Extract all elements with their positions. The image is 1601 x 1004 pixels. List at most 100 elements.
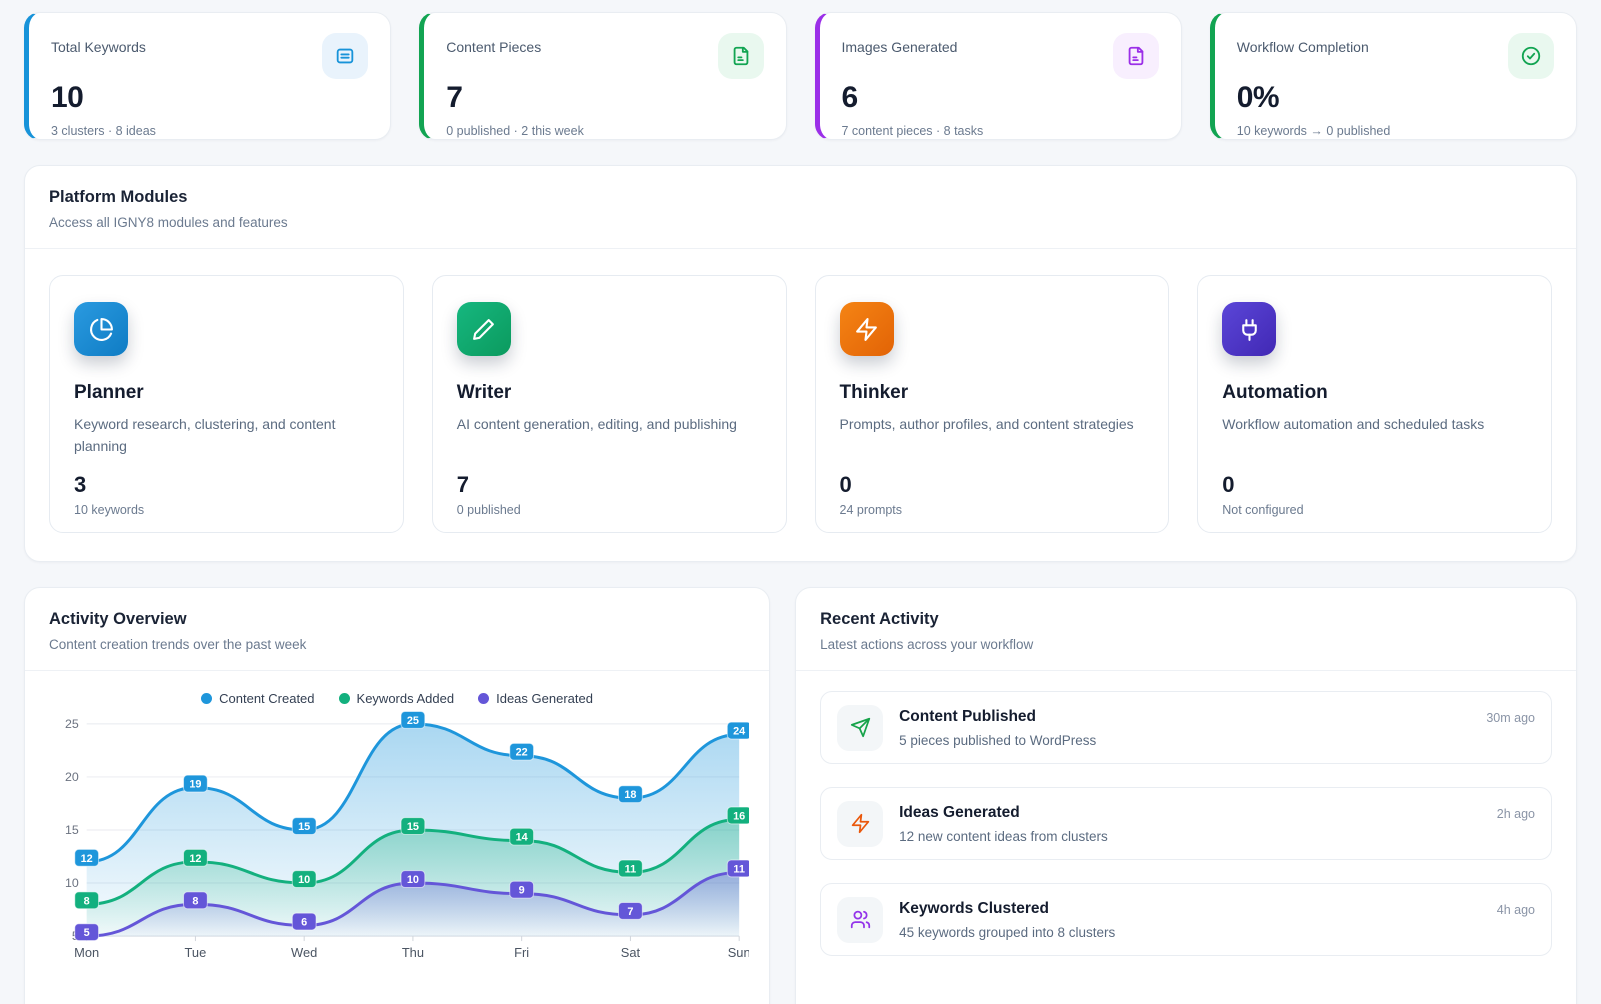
chart-area: Content Created Keywords Added Ideas Gen… <box>25 671 769 970</box>
module-name: Planner <box>74 382 144 403</box>
svg-text:10: 10 <box>407 874 419 886</box>
activity-timestamp: 2h ago <box>1496 807 1535 821</box>
panel-title: Recent Activity <box>820 610 939 628</box>
pencil-icon <box>456 302 511 356</box>
svg-text:10: 10 <box>298 874 310 886</box>
module-description: Workflow automation and scheduled tasks <box>1222 416 1485 432</box>
send-icon <box>837 704 884 751</box>
svg-text:Sat: Sat <box>621 945 641 960</box>
svg-text:11: 11 <box>625 863 637 875</box>
divider <box>796 670 1576 671</box>
activity-description: 45 keywords grouped into 8 clusters <box>899 924 1116 940</box>
legend-dot <box>201 693 213 704</box>
stat-subtitle: 10 keywords → 0 published <box>1236 124 1391 138</box>
svg-text:15: 15 <box>65 823 79 837</box>
module-value: 3 <box>74 472 87 497</box>
activity-item-keywords-clustered: Keywords Clustered 45 keywords grouped i… <box>820 883 1552 956</box>
stat-title: Content Pieces <box>446 39 542 55</box>
svg-text:24: 24 <box>733 725 745 737</box>
svg-text:10: 10 <box>65 876 79 890</box>
module-card-writer[interactable]: Writer AI content generation, editing, a… <box>431 275 787 533</box>
svg-text:18: 18 <box>624 789 636 801</box>
module-value: 0 <box>839 472 852 497</box>
legend-dot <box>478 693 490 704</box>
stat-subtitle: 0 published · 2 this week <box>446 124 584 138</box>
svg-text:25: 25 <box>407 715 419 727</box>
activity-item-ideas-generated: Ideas Generated 12 new content ideas fro… <box>820 787 1552 860</box>
svg-text:14: 14 <box>516 832 528 844</box>
stat-value: 6 <box>841 81 859 114</box>
svg-text:12: 12 <box>189 853 201 865</box>
plug-icon <box>1222 302 1277 356</box>
svg-text:22: 22 <box>516 747 528 759</box>
panel-subtitle: Latest actions across your workflow <box>820 637 1034 652</box>
stat-card-content-pieces: Content Pieces 7 0 published · 2 this we… <box>419 12 787 140</box>
svg-text:8: 8 <box>192 895 198 907</box>
module-name: Thinker <box>839 382 909 403</box>
activity-item-content-published: Content Published 5 pieces published to … <box>820 691 1552 764</box>
module-card-planner[interactable]: Planner Keyword research, clustering, an… <box>49 275 404 533</box>
legend-item-ideas-generated: Ideas Generated <box>478 691 593 706</box>
module-name: Writer <box>456 382 512 403</box>
lightning-icon <box>839 302 894 356</box>
svg-text:25: 25 <box>65 717 79 731</box>
panel-title: Activity Overview <box>49 610 187 628</box>
users-icon <box>837 896 884 943</box>
svg-text:8: 8 <box>84 895 90 907</box>
panel-subtitle: Content creation trends over the past we… <box>49 637 307 652</box>
bottom-row: Activity Overview Content creation trend… <box>24 562 1577 1004</box>
module-value: 7 <box>456 472 469 497</box>
stat-value: 0% <box>1236 81 1280 114</box>
svg-text:5: 5 <box>84 927 90 939</box>
svg-text:16: 16 <box>733 810 745 822</box>
module-description: AI content generation, editing, and publ… <box>456 416 737 432</box>
stat-value: 7 <box>446 81 463 114</box>
module-caption: 24 prompts <box>839 503 903 517</box>
stat-subtitle: 3 clusters · 8 ideas <box>51 124 156 138</box>
svg-text:Mon: Mon <box>74 945 99 960</box>
svg-text:Tue: Tue <box>185 945 207 960</box>
area-chart-canvas[interactable]: 25 20 15 10 5 Mon Tue Wed Thu Fri Sat Sun 12 19 15 25 22… <box>45 710 750 970</box>
stat-subtitle: 7 content pieces · 8 tasks <box>841 124 984 138</box>
panel-title: Platform Modules <box>49 188 188 206</box>
rows-icon <box>322 33 369 79</box>
activity-title: Keywords Clustered <box>899 899 1049 917</box>
check-circle-icon <box>1508 33 1554 79</box>
activity-description: 5 pieces published to WordPress <box>899 732 1097 748</box>
chart-legend: Content Created Keywords Added Ideas Gen… <box>45 685 749 710</box>
module-caption: 10 keywords <box>74 503 145 517</box>
legend-label: Keywords Added <box>356 691 455 706</box>
svg-text:6: 6 <box>301 916 307 928</box>
legend-label: Ideas Generated <box>496 691 593 706</box>
divider <box>25 670 770 671</box>
panel-subtitle: Access all IGNY8 modules and features <box>49 215 288 230</box>
svg-text:20: 20 <box>65 770 79 784</box>
module-card-thinker[interactable]: Thinker Prompts, author profiles, and co… <box>814 275 1170 533</box>
svg-text:11: 11 <box>733 863 745 875</box>
legend-dot <box>338 693 350 704</box>
svg-text:Thu: Thu <box>402 945 424 960</box>
activity-overview-panel: Activity Overview Content creation trend… <box>24 587 771 1004</box>
activity-title: Ideas Generated <box>899 803 1020 821</box>
divider <box>25 248 1576 249</box>
activity-description: 12 new content ideas from clusters <box>899 828 1108 844</box>
stat-card-total-keywords: Total Keywords 10 3 clusters · 8 ideas <box>24 12 392 140</box>
stat-value: 10 <box>51 81 84 114</box>
legend-item-content-created: Content Created <box>201 691 315 706</box>
module-caption: 0 published <box>456 503 521 517</box>
svg-text:7: 7 <box>627 906 633 918</box>
module-description: Keyword research, clustering, and conten… <box>74 416 336 454</box>
modules-grid: Planner Keyword research, clustering, an… <box>25 249 1576 561</box>
stat-title: Images Generated <box>841 39 958 55</box>
stat-card-workflow-completion: Workflow Completion 0% 10 keywords → 0 p… <box>1209 12 1577 140</box>
module-caption: Not configured <box>1222 503 1304 517</box>
activity-timestamp: 4h ago <box>1496 903 1535 917</box>
file-icon <box>1112 33 1159 79</box>
svg-text:9: 9 <box>519 885 525 897</box>
stat-title: Total Keywords <box>51 39 146 55</box>
svg-text:Wed: Wed <box>291 945 317 960</box>
module-card-automation[interactable]: Automation Workflow automation and sched… <box>1197 275 1552 533</box>
activity-title: Content Published <box>899 707 1037 725</box>
module-name: Automation <box>1222 382 1328 403</box>
svg-text:12: 12 <box>81 853 93 865</box>
